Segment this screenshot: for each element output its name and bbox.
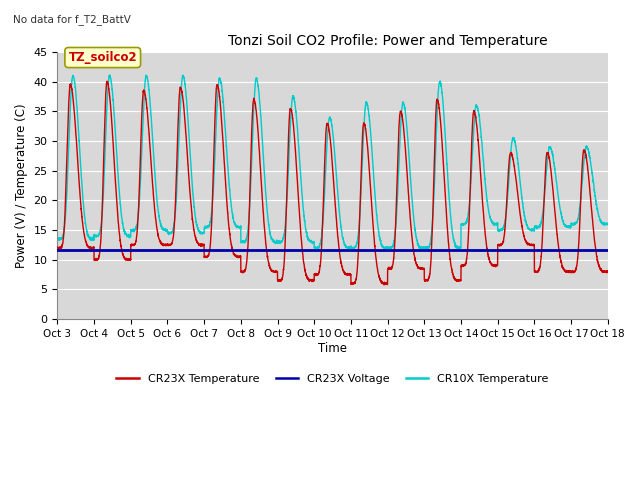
Y-axis label: Power (V) / Temperature (C): Power (V) / Temperature (C) (15, 103, 28, 268)
Text: TZ_soilco2: TZ_soilco2 (68, 51, 137, 64)
Legend: CR23X Temperature, CR23X Voltage, CR10X Temperature: CR23X Temperature, CR23X Voltage, CR10X … (112, 370, 553, 388)
Text: No data for f_T2_BattV: No data for f_T2_BattV (13, 14, 131, 25)
X-axis label: Time: Time (318, 342, 347, 355)
Title: Tonzi Soil CO2 Profile: Power and Temperature: Tonzi Soil CO2 Profile: Power and Temper… (228, 34, 547, 48)
